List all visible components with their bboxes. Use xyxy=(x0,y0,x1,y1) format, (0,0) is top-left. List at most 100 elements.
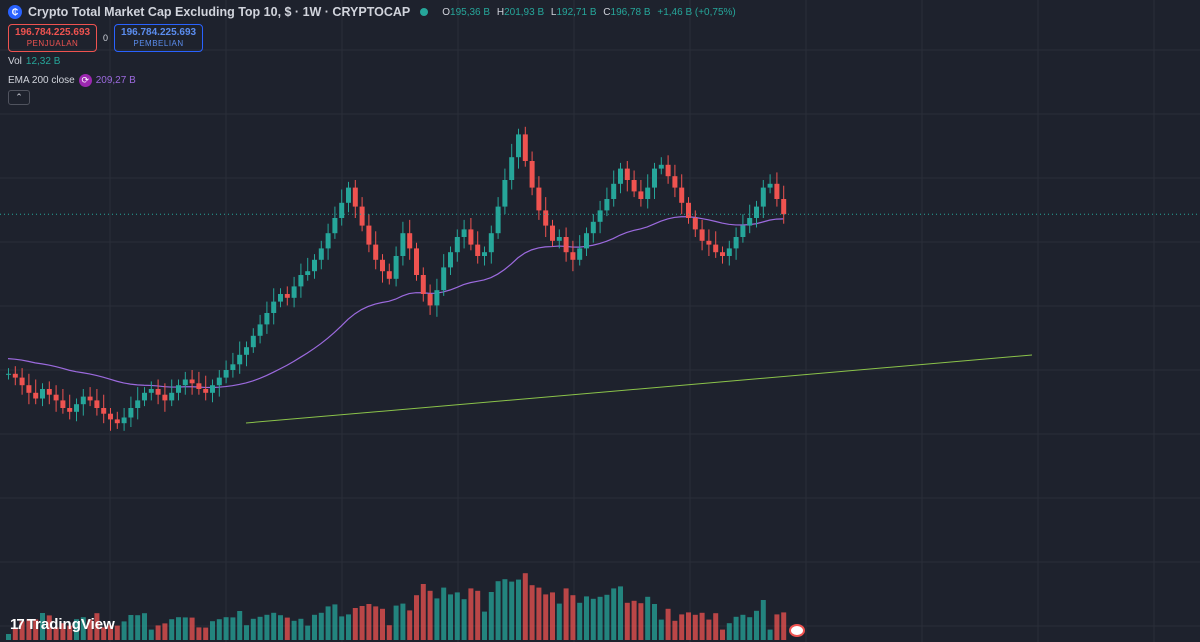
candle-body xyxy=(516,134,521,158)
candle-body xyxy=(686,202,691,218)
candle-body xyxy=(522,134,528,161)
candle-body xyxy=(624,168,630,180)
candle-body xyxy=(26,385,32,393)
candle-body xyxy=(597,210,603,222)
candle-body xyxy=(386,271,392,279)
candle-body xyxy=(461,229,467,237)
volume-bar xyxy=(624,602,630,640)
volume-bar xyxy=(60,623,66,640)
candle-body xyxy=(203,389,209,393)
candle-body xyxy=(223,370,229,378)
collapse-legend-button[interactable]: ⌃ xyxy=(8,90,30,105)
candle-body xyxy=(373,244,379,260)
sell-price: 196.784.225.693 xyxy=(15,27,91,38)
volume-bar xyxy=(529,585,535,640)
volume-bar xyxy=(339,616,345,640)
volume-bar xyxy=(46,615,52,640)
volume-bar xyxy=(631,600,637,640)
volume-bar xyxy=(584,596,589,640)
candle-body xyxy=(176,385,181,393)
candle-body xyxy=(509,157,515,180)
volume-bar xyxy=(495,581,501,640)
volume-bar xyxy=(767,629,773,640)
candle-body xyxy=(284,294,290,298)
volume-bar xyxy=(420,584,426,640)
candle-body xyxy=(720,252,725,256)
ema-settings-icon[interactable]: ⟳ xyxy=(78,74,92,87)
candle-body xyxy=(325,233,331,249)
volume-bar xyxy=(706,619,712,640)
candle-body xyxy=(332,218,338,234)
candle-body xyxy=(672,176,678,188)
candle-body xyxy=(482,252,487,256)
volume-bar xyxy=(590,598,596,640)
volume-bar xyxy=(740,614,746,640)
volume-bar xyxy=(135,615,141,640)
candle-body xyxy=(121,417,127,424)
volume-bar xyxy=(257,616,263,640)
candle-body xyxy=(434,290,440,306)
buy-button[interactable]: 196.784.225.693 PEMBELIAN xyxy=(114,24,204,52)
candle-body xyxy=(706,240,712,245)
candle-body xyxy=(114,419,120,424)
candle-body xyxy=(46,389,52,395)
volume-bar xyxy=(244,625,249,640)
volume-bar xyxy=(400,603,406,640)
buy-price: 196.784.225.693 xyxy=(121,27,197,38)
volume-bar xyxy=(407,610,413,640)
volume-bar xyxy=(577,602,583,640)
candle-body xyxy=(645,187,651,199)
volume-bar xyxy=(278,615,283,640)
volume-bar xyxy=(80,617,86,640)
volume-bar xyxy=(128,615,134,640)
volume-bar xyxy=(373,606,379,640)
volume-bar xyxy=(686,612,691,640)
candle-body xyxy=(128,408,134,418)
candle-body xyxy=(380,259,385,272)
candle-body xyxy=(604,199,610,211)
volume-bar xyxy=(114,625,120,640)
candle-body xyxy=(12,373,18,378)
candle-body xyxy=(543,210,549,226)
market-status-dot-icon xyxy=(420,8,429,16)
candle-body xyxy=(216,377,222,386)
volume-bar xyxy=(733,616,739,640)
volume-bar xyxy=(699,612,705,640)
ema-label: EMA 200 close xyxy=(8,75,75,86)
close-value: 196,78 B xyxy=(610,6,651,18)
volume-bar xyxy=(87,619,93,640)
volume-bar xyxy=(536,587,542,640)
candle-body xyxy=(244,347,249,355)
volume-bar xyxy=(250,618,256,640)
ema-legend[interactable]: EMA 200 close ⟳ 209,27 B xyxy=(8,74,136,87)
volume-bar xyxy=(570,595,576,640)
volume-bar xyxy=(346,614,351,640)
candle-body xyxy=(6,373,11,375)
symbol-title[interactable]: Crypto Total Market Cap Excluding Top 10… xyxy=(28,5,411,19)
volume-bar xyxy=(747,617,753,640)
volume-legend[interactable]: Vol 12,32 B xyxy=(8,56,60,67)
volume-bar xyxy=(291,620,297,640)
candle-body xyxy=(33,392,39,399)
candle-body xyxy=(754,206,759,218)
candle-body xyxy=(257,324,263,336)
volume-bar xyxy=(475,590,481,640)
volume-bar xyxy=(352,608,358,640)
volume-bar xyxy=(611,588,617,640)
candle-body xyxy=(19,377,25,386)
time-marker-icon[interactable] xyxy=(789,624,805,637)
open-value: 195,36 B xyxy=(450,6,491,18)
candle-body xyxy=(665,164,671,177)
candle-body xyxy=(427,294,433,306)
candle-body xyxy=(87,396,93,401)
buy-label: PEMBELIAN xyxy=(133,39,184,48)
candle-body xyxy=(774,183,780,199)
sell-button[interactable]: 196.784.225.693 PENJUALAN xyxy=(8,24,97,52)
volume-bar xyxy=(482,611,487,640)
candle-body xyxy=(210,385,215,393)
volume-bar xyxy=(658,619,664,640)
volume-bar xyxy=(665,608,671,640)
tradingview-logo[interactable]: 17 TradingView xyxy=(10,616,115,633)
volume-bar xyxy=(516,579,521,640)
